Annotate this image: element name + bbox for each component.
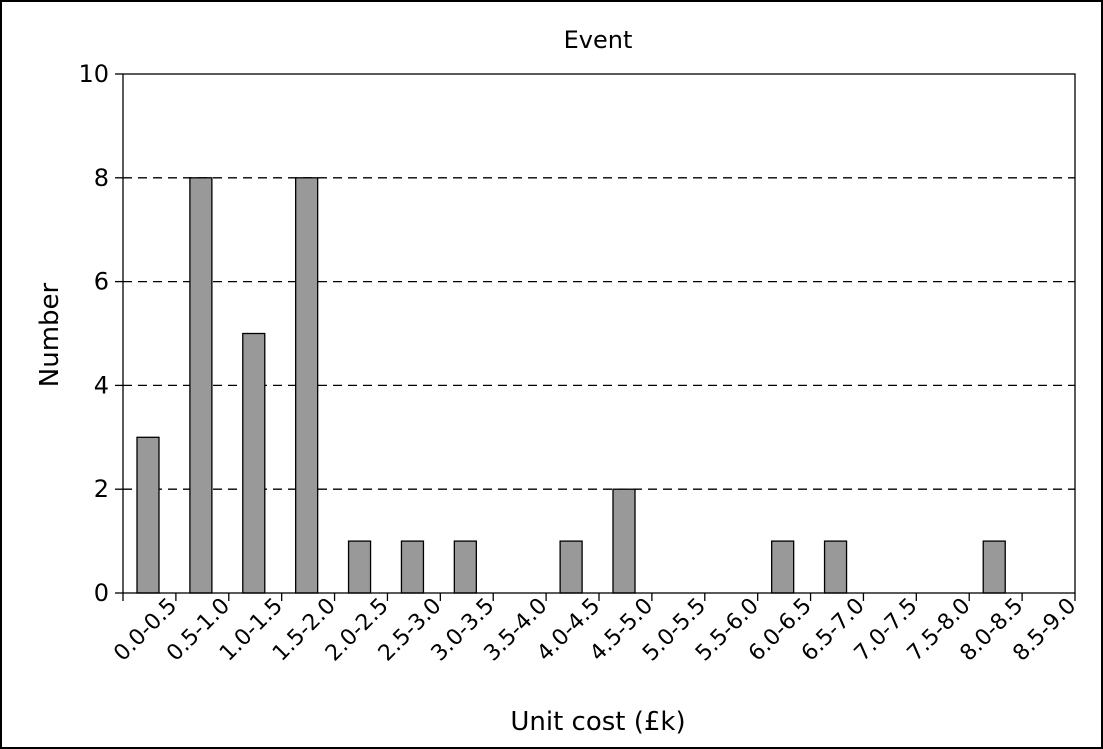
y-tick-label-8: 8 <box>94 164 109 192</box>
x-tick-labels: 0.0-0.50.5-1.01.0-1.51.5-2.02.0-2.52.5-3… <box>109 594 1081 667</box>
y-tick-label-10: 10 <box>78 60 109 88</box>
bar-1.0-1.5 <box>242 332 266 594</box>
bar-3.0-3.5 <box>453 540 477 594</box>
bar-2.0-2.5 <box>347 540 372 594</box>
bar-6.5-7.0 <box>823 540 848 594</box>
chart-title: Event <box>564 26 633 54</box>
x-axis-title: Unit cost (£k) <box>510 707 685 737</box>
y-tick-label-2: 2 <box>94 475 109 503</box>
y-tick-label-6: 6 <box>94 268 109 296</box>
bar-6.0-6.5 <box>771 540 795 594</box>
y-tick-label-4: 4 <box>94 371 109 399</box>
plot-area-border <box>122 73 1076 594</box>
bar-0.0-0.5 <box>136 436 160 594</box>
grid-lines <box>123 177 1075 490</box>
y-tick-label-0: 0 <box>94 579 109 607</box>
y-axis-title: Number <box>35 282 65 387</box>
bar-8.0-8.5 <box>982 540 1006 594</box>
bar-4.5-5.0 <box>612 488 636 594</box>
y-tick-labels: 0 2 4 6 8 10 <box>78 60 109 607</box>
bar-4.0-4.5 <box>559 540 583 594</box>
bar-2.5-3.0 <box>400 540 425 594</box>
bar-0.5-1.0 <box>189 177 213 594</box>
bars <box>136 177 1006 594</box>
axes <box>115 73 1076 601</box>
bar-1.5-2.0 <box>295 177 319 594</box>
